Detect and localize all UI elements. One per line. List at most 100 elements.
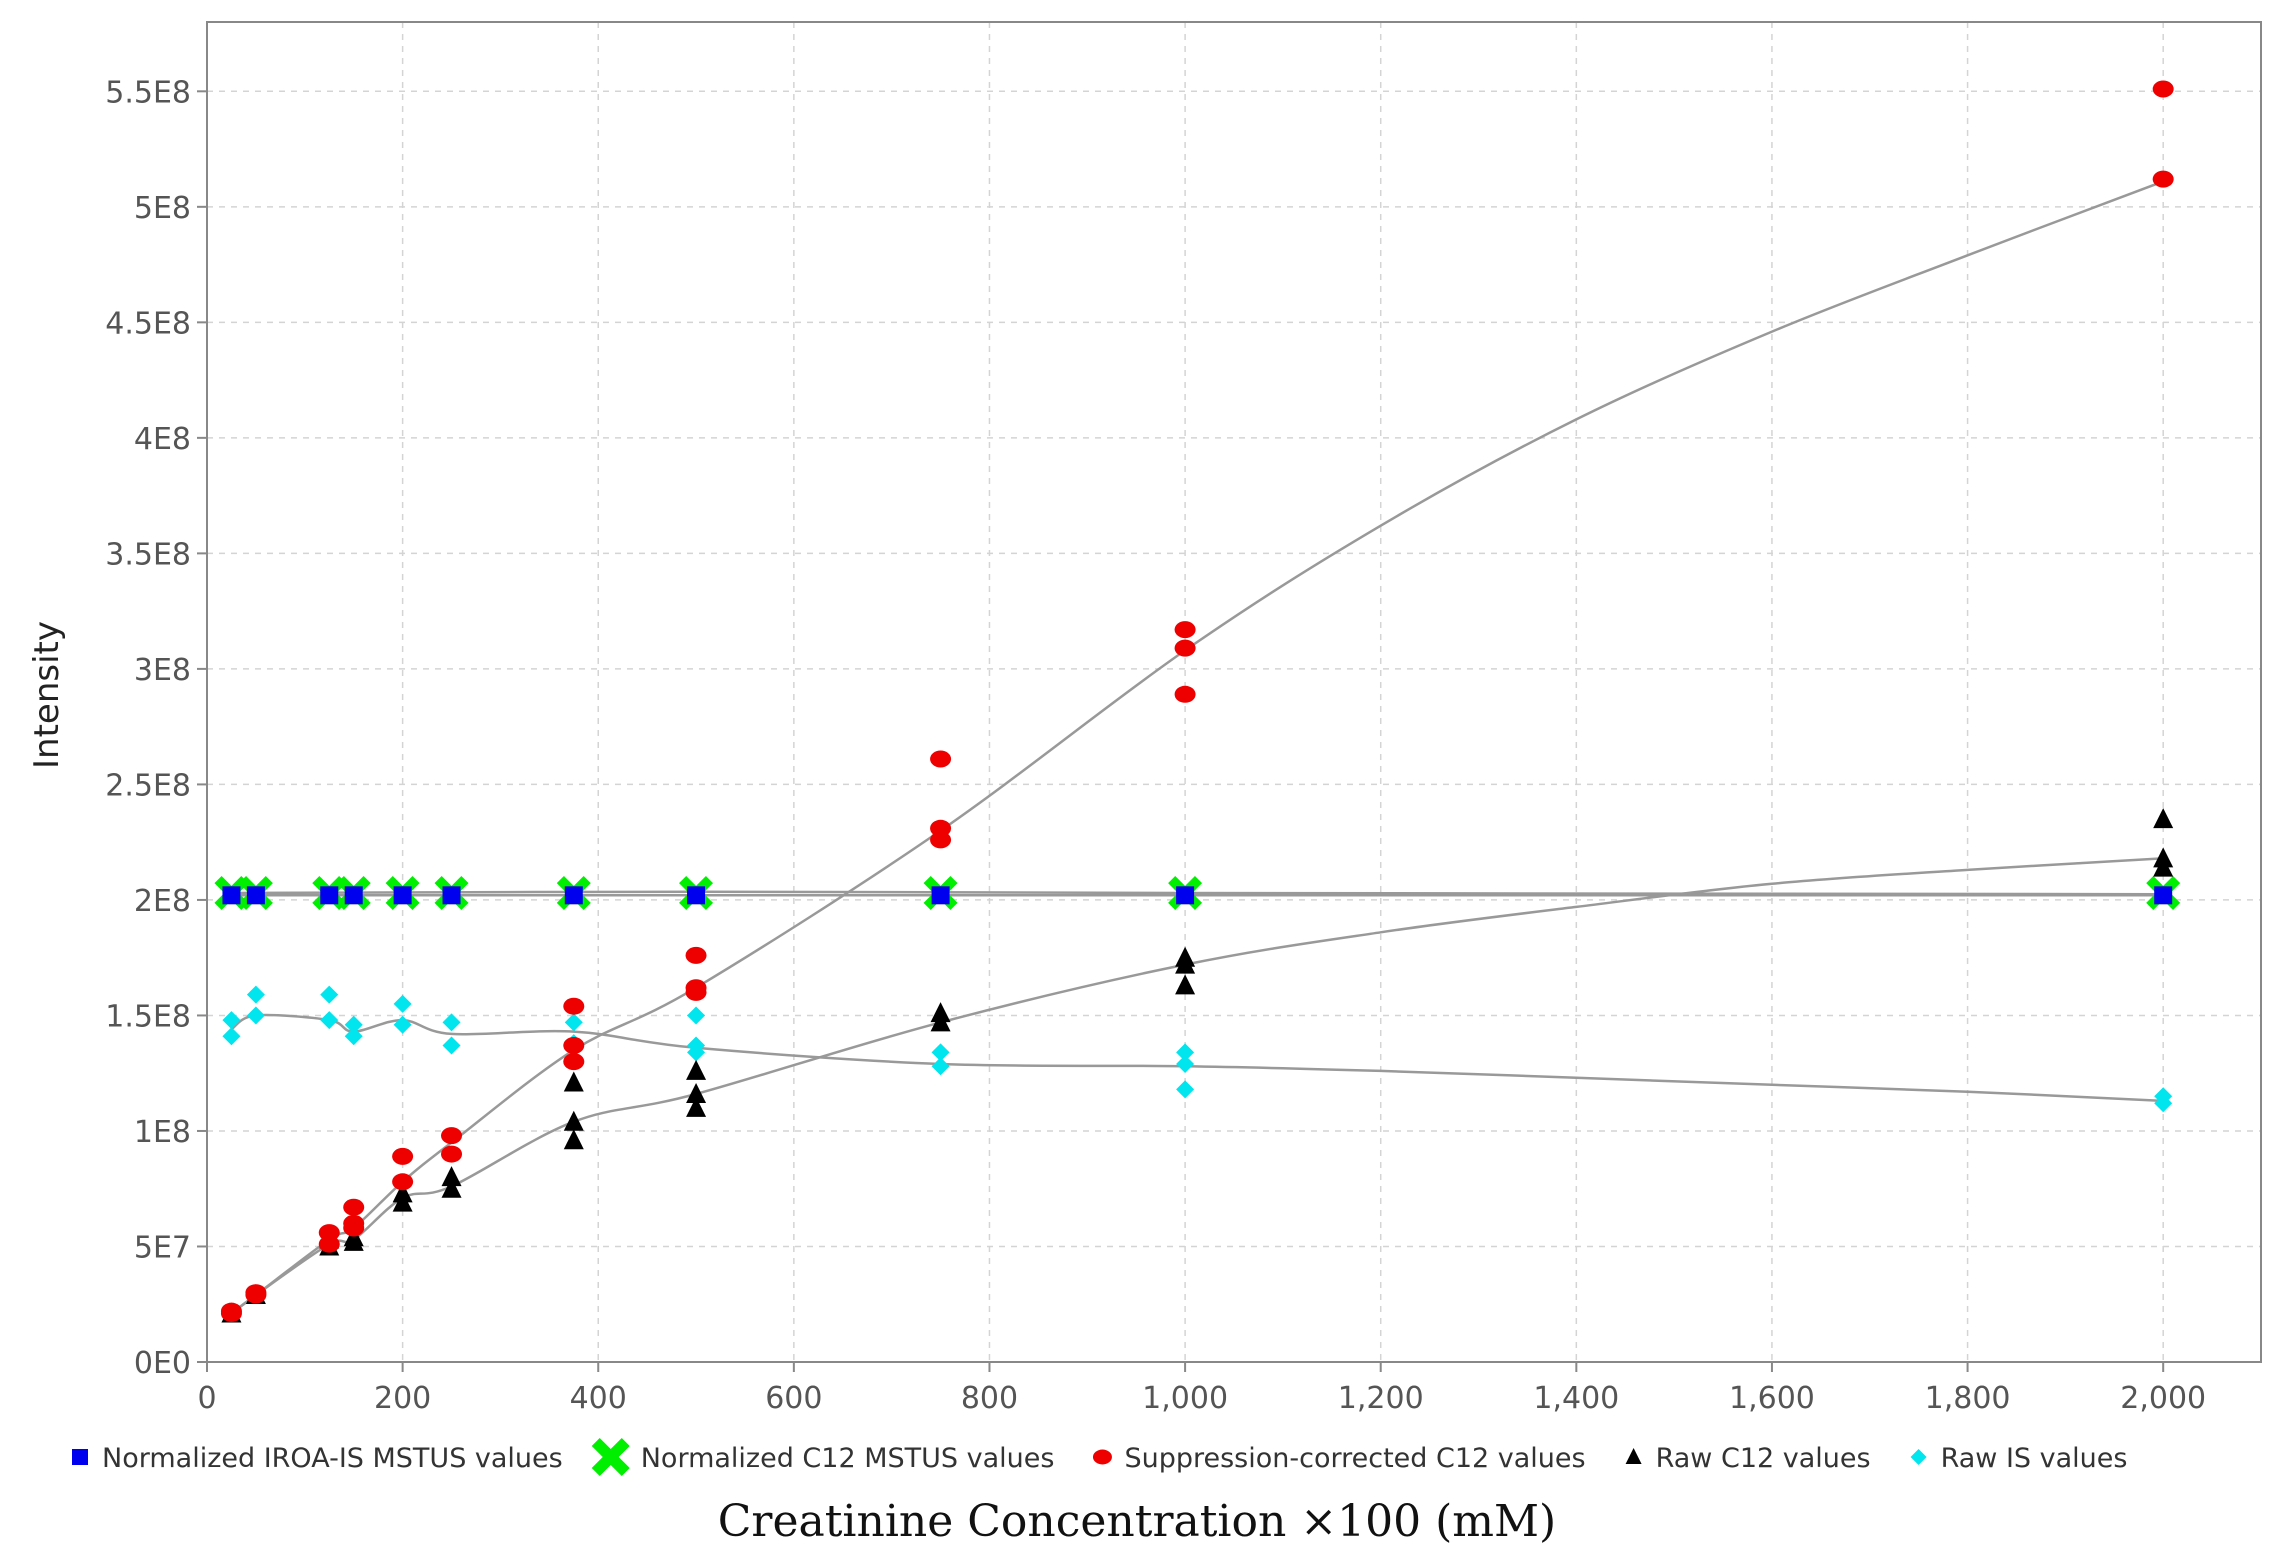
- data-point-diamond: [222, 1011, 241, 1030]
- data-point-square: [393, 886, 412, 905]
- data-point-triangle: [686, 1096, 707, 1117]
- data-point-circle: [563, 1036, 585, 1054]
- trend-line: [231, 890, 2164, 896]
- data-point-diamond: [222, 1027, 241, 1046]
- data-point-diamond: [564, 1013, 583, 1032]
- legend-item: Suppression-corrected C12 values: [1092, 1443, 1586, 1474]
- x-tick-label: 2,000: [2120, 1381, 2206, 1416]
- data-point-triangle: [930, 1002, 951, 1023]
- trend-line: [230, 180, 2164, 1315]
- data-point-diamond: [687, 1036, 706, 1055]
- data-point-square: [2154, 886, 2173, 905]
- plot-area: [206, 21, 2262, 1363]
- data-point-triangle: [441, 1177, 462, 1198]
- data-point-circle: [563, 997, 585, 1015]
- data-points: [214, 80, 2181, 1323]
- data-point-triangle: [686, 1083, 707, 1103]
- data-point-circle: [685, 979, 707, 997]
- x-tick-label: 0: [197, 1381, 216, 1416]
- x-tick-label: 1,000: [1142, 1381, 1228, 1416]
- grid: [207, 22, 2261, 1362]
- y-tick-label: 1.5E8: [105, 999, 191, 1034]
- y-tick-label: 2E8: [134, 884, 191, 919]
- data-point-circle: [930, 819, 952, 837]
- legend-label: Normalized IROA-IS MSTUS values: [102, 1443, 563, 1474]
- data-point-diamond: [246, 985, 265, 1004]
- x-tick-label: 800: [961, 1381, 1018, 1416]
- legend-swatch-diamond: [1910, 1449, 1927, 1465]
- data-point-circle: [245, 1284, 267, 1302]
- x-tick-label: 1,400: [1533, 1381, 1619, 1416]
- data-point-circle: [220, 1302, 242, 1320]
- legend-item: Raw IS values: [1910, 1443, 2128, 1474]
- data-point-diamond: [931, 1043, 950, 1062]
- y-tick-label: 4E8: [134, 422, 191, 457]
- data-point-triangle: [2153, 847, 2174, 868]
- x-tick-label: 1,800: [1925, 1381, 2011, 1416]
- data-point-triangle: [563, 1129, 584, 1150]
- legend-item: Normalized C12 MSTUS values: [591, 1438, 1055, 1476]
- data-point-diamond: [1176, 1080, 1195, 1099]
- data-point-diamond: [246, 1006, 265, 1025]
- data-point-circle: [392, 1147, 414, 1165]
- y-tick-label: 5.5E8: [105, 75, 191, 110]
- data-point-circle: [563, 1053, 585, 1071]
- data-point-diamond: [687, 1006, 706, 1025]
- legend-swatch-cross: [591, 1438, 630, 1476]
- legend-item: Normalized IROA-IS MSTUS values: [72, 1443, 563, 1474]
- y-axis-ticks: 0E0 5E7 1E8 1.5E8 2E8 2.5E8 3E8 3.5E8 4E8 4.5E8 5E…: [105, 75, 207, 1381]
- x-tick-label: 600: [765, 1381, 822, 1416]
- data-point-circle: [441, 1127, 463, 1145]
- x-tick-label: 200: [374, 1381, 431, 1416]
- x-tick-label: 1,200: [1338, 1381, 1424, 1416]
- x-tick-label: 400: [570, 1381, 627, 1416]
- data-point-square: [442, 886, 461, 905]
- data-point-square: [1176, 886, 1195, 905]
- data-point-circle: [1174, 685, 1196, 703]
- legend-swatch-triangle: [1625, 1448, 1642, 1464]
- data-point-square: [687, 886, 706, 905]
- trend-lines: [230, 180, 2164, 1315]
- data-point-diamond: [393, 1015, 412, 1034]
- data-point-circle: [318, 1224, 340, 1242]
- data-point-diamond: [393, 994, 412, 1013]
- legend-item: Raw C12 values: [1625, 1443, 1871, 1474]
- data-point-circle: [1174, 621, 1196, 639]
- data-point-triangle: [1175, 974, 1196, 995]
- y-tick-label: 0E0: [134, 1346, 191, 1381]
- data-point-circle: [685, 946, 707, 964]
- data-point-circle: [441, 1145, 463, 1163]
- y-tick-label: 5E7: [134, 1230, 191, 1265]
- data-point-diamond: [320, 1011, 339, 1030]
- data-point-circle: [2152, 170, 2174, 188]
- data-point-triangle: [441, 1166, 462, 1187]
- data-point-triangle: [563, 1110, 584, 1131]
- data-point-diamond: [442, 1013, 461, 1032]
- y-tick-label: 4.5E8: [105, 306, 191, 341]
- data-point-square: [222, 886, 241, 905]
- data-point-triangle: [2153, 808, 2174, 829]
- data-point-diamond: [344, 1015, 363, 1034]
- trend-line: [230, 857, 2164, 1315]
- data-point-square: [246, 886, 265, 905]
- legend-label: Raw IS values: [1941, 1443, 2128, 1474]
- data-point-square: [344, 886, 363, 905]
- data-point-diamond: [344, 1027, 363, 1046]
- legend-label: Suppression-corrected C12 values: [1124, 1443, 1585, 1474]
- data-point-diamond: [1176, 1054, 1195, 1073]
- x-tick-label: 1,600: [1729, 1381, 1815, 1416]
- data-point-square: [320, 886, 339, 905]
- legend-label: Normalized C12 MSTUS values: [641, 1443, 1055, 1474]
- data-point-diamond: [320, 985, 339, 1004]
- data-point-triangle: [392, 1182, 413, 1203]
- data-point-diamond: [2154, 1087, 2173, 1106]
- data-point-square: [931, 886, 950, 905]
- x-axis-label: Creatinine Concentration ×100 (mM): [718, 1496, 1556, 1547]
- data-point-diamond: [442, 1036, 461, 1055]
- y-tick-label: 1E8: [134, 1115, 191, 1150]
- legend-swatch-square: [72, 1449, 88, 1465]
- data-point-triangle: [686, 1059, 707, 1080]
- y-tick-label: 2.5E8: [105, 768, 191, 803]
